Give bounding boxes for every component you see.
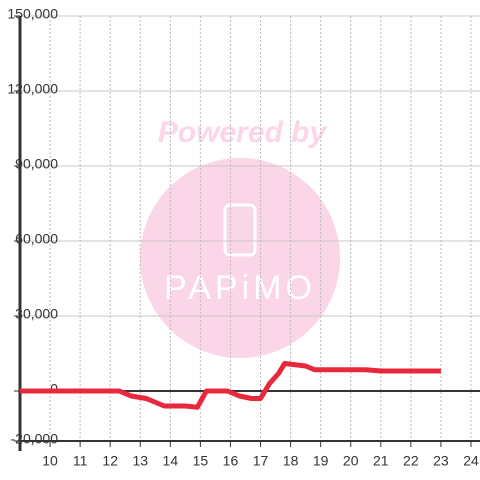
y-tick-label: 60,000 <box>15 231 58 247</box>
x-tick-label: 10 <box>42 453 58 469</box>
x-tick-label: 13 <box>132 453 148 469</box>
y-tick-label: -20,000 <box>11 431 59 447</box>
x-tick-label: 12 <box>102 453 118 469</box>
x-tick-label: 21 <box>373 453 389 469</box>
watermark-logo: PAPiMO <box>164 269 316 307</box>
x-tick-label: 18 <box>283 453 299 469</box>
y-tick-label: 90,000 <box>15 156 58 172</box>
watermark-icon <box>223 203 257 257</box>
x-tick-label: 22 <box>403 453 419 469</box>
x-tick-label: 15 <box>193 453 209 469</box>
y-tick-label: 30,000 <box>15 306 58 322</box>
x-tick-label: 19 <box>313 453 329 469</box>
watermark-text: Powered by <box>158 116 328 149</box>
x-tick-label: 23 <box>433 453 449 469</box>
x-tick-label: 17 <box>253 453 269 469</box>
watermark: Powered by PAPiMO <box>140 116 340 358</box>
x-tick-label: 16 <box>223 453 239 469</box>
x-tick-label: 20 <box>343 453 359 469</box>
x-tick-label: 24 <box>463 453 479 469</box>
y-tick-label: 150,000 <box>7 6 58 22</box>
y-tick-label: 120,000 <box>7 81 58 97</box>
watermark-circle <box>140 158 340 358</box>
x-tick-label: 14 <box>163 453 179 469</box>
data-line <box>20 361 441 410</box>
x-tick-label: 11 <box>73 453 88 469</box>
